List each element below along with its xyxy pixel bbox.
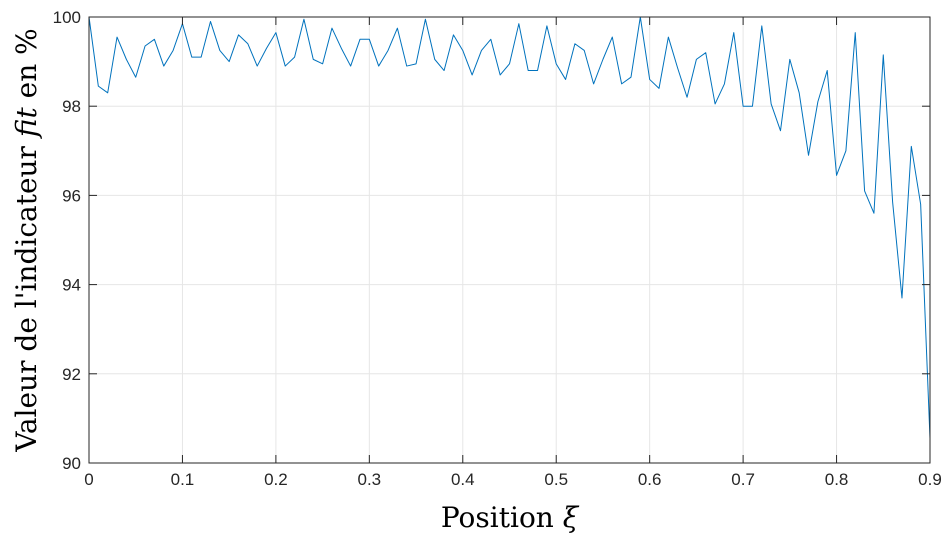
ticks — [88, 16, 931, 464]
y-tick-label: 94 — [62, 276, 81, 295]
y-tick-label: 100 — [53, 8, 81, 27]
y-tick-labels: 90 92 94 96 98 100 — [53, 8, 81, 473]
x-axis-label: Position ξ — [441, 501, 580, 534]
x-tick-label: 0.5 — [544, 470, 568, 489]
y-tick-label: 96 — [62, 186, 81, 205]
y-tick-label: 98 — [62, 97, 81, 116]
y-tick-label: 90 — [62, 454, 81, 473]
x-tick-label: 0.6 — [638, 470, 662, 489]
x-tick-label: 0 — [84, 470, 93, 489]
x-tick-label: 0.8 — [825, 470, 849, 489]
x-tick-label: 0.9 — [918, 470, 942, 489]
series-layer — [88, 16, 931, 439]
x-tick-label: 0.7 — [731, 470, 755, 489]
y-axis-label: Valeur de l'indicateur fit en % — [10, 28, 43, 453]
x-tick-label: 0.1 — [171, 470, 195, 489]
x-tick-labels: 0 0.1 0.2 0.3 0.4 0.5 0.6 0.7 0.8 0.9 — [84, 470, 942, 489]
plot-frame — [88, 16, 931, 464]
y-tick-label: 92 — [62, 365, 81, 384]
x-tick-label: 0.3 — [358, 470, 382, 489]
plot-background — [89, 17, 930, 463]
x-tick-label: 0.2 — [264, 470, 288, 489]
x-tick-label: 0.4 — [451, 470, 475, 489]
series-line — [88, 16, 931, 439]
